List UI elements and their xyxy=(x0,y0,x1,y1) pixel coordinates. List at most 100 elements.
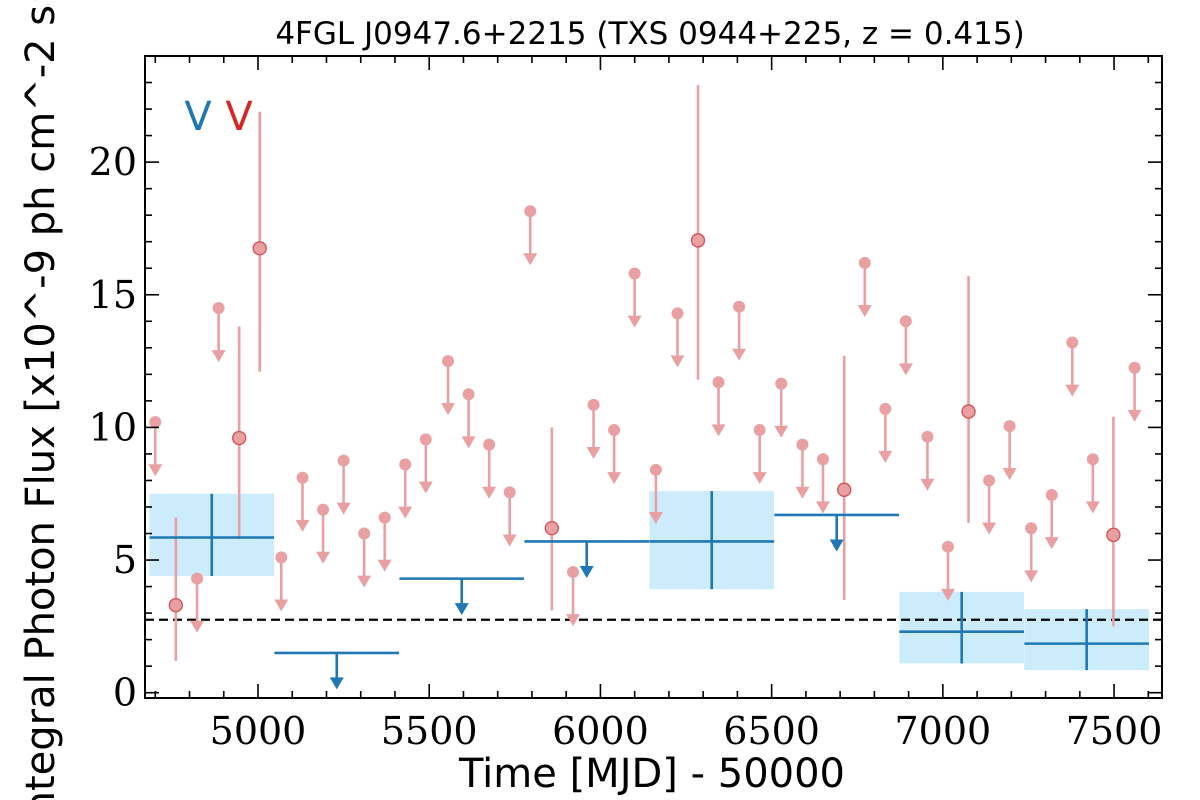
fine-upper-limit-point xyxy=(1066,336,1079,349)
fine-upper-limit-point xyxy=(649,463,662,476)
fine-upper-limit-arrow xyxy=(732,348,747,361)
y-axis-ticks: 0 5 10 15 20 xyxy=(89,81,1162,715)
fine-upper-limit-point xyxy=(149,416,162,429)
chart-title: 4FGL J0947.6+2215 (TXS 0944+225, z = 0.4… xyxy=(275,16,1024,52)
fine-upper-limit-point xyxy=(1045,489,1058,502)
fine-upper-limit-point xyxy=(524,205,537,218)
fine-upper-limit-arrow xyxy=(627,315,642,328)
fine-data-point xyxy=(961,404,976,419)
fine-upper-limit-arrow xyxy=(878,450,893,463)
fine-upper-limit-arrow xyxy=(418,481,433,494)
y-axis-label: Integral Photon Flux [x10^-9 ph cm^-2 s^… xyxy=(18,0,64,800)
fine-upper-limit-point xyxy=(503,486,516,499)
fine-upper-limit-arrow xyxy=(482,486,497,499)
x-tick-label: 5500 xyxy=(381,709,478,753)
fine-upper-limit-arrow xyxy=(566,614,581,627)
y-tick-label: 10 xyxy=(89,405,137,449)
fine-upper-limit-point xyxy=(628,267,641,280)
fine-upper-limit-arrow xyxy=(774,425,789,438)
fine-upper-limit-arrow xyxy=(274,599,289,612)
plot-background xyxy=(145,56,1162,698)
axes-border xyxy=(144,55,1163,699)
fine-upper-limit-arrow xyxy=(711,424,726,437)
fine-upper-limit-arrow xyxy=(670,355,685,368)
fine-upper-limit-arrow xyxy=(523,253,538,266)
fine-upper-limit-point xyxy=(941,540,954,553)
fine-upper-limit-point xyxy=(442,355,455,368)
fine-upper-limit-arrow xyxy=(148,464,163,477)
fine-upper-limit-point xyxy=(879,402,892,415)
fine-upper-limit-point xyxy=(753,424,766,437)
x-axis-ticks: 5000 5500 6000 6500 7000 7500 xyxy=(154,56,1163,753)
fine-upper-limit-point xyxy=(275,551,288,564)
fine-upper-limit-arrow xyxy=(607,472,622,485)
fine-upper-limit-point xyxy=(608,424,621,437)
x-axis-label: Time [MJD] - 50000 xyxy=(458,751,845,797)
fine-upper-limit-point xyxy=(587,398,600,411)
fine-bin-series xyxy=(148,85,1142,661)
fine-upper-limit-point xyxy=(337,454,350,467)
fine-upper-limit-arrow xyxy=(816,501,830,514)
fine-upper-limit-point xyxy=(1003,420,1016,433)
fine-data-point xyxy=(837,482,852,497)
y-tick-label: 0 xyxy=(113,671,137,715)
fine-data-point xyxy=(231,430,247,446)
fine-upper-limit-arrow xyxy=(1085,501,1100,514)
fine-upper-limit-point xyxy=(212,302,225,315)
fine-upper-limit-arrow xyxy=(377,559,392,572)
fine-upper-limit-arrow xyxy=(316,551,331,564)
fine-upper-limit-point xyxy=(858,256,871,269)
fine-upper-limit-arrow xyxy=(461,436,476,449)
fine-upper-limit-point xyxy=(775,377,788,390)
fine-upper-limit-arrow xyxy=(857,305,872,318)
coarse-upper-limit-arrow xyxy=(579,566,594,579)
fine-upper-limit-arrow xyxy=(1127,409,1142,422)
fine-upper-limit-arrow xyxy=(898,363,913,376)
coarse-bin-series xyxy=(149,491,1149,690)
fine-upper-limit-point xyxy=(1025,522,1038,535)
fine-upper-limit-arrow xyxy=(502,534,517,547)
legend-marker-blue: V xyxy=(184,94,212,140)
fine-upper-limit-arrow xyxy=(190,620,205,633)
fine-upper-limit-point xyxy=(462,388,475,401)
fine-upper-limit-arrow xyxy=(1065,384,1080,397)
fine-upper-limit-arrow xyxy=(795,486,810,499)
legend-marker-red: V xyxy=(225,94,253,140)
fine-data-point xyxy=(1106,527,1121,543)
fine-upper-limit-point xyxy=(983,474,996,487)
fine-upper-limit-point xyxy=(817,453,829,466)
fine-upper-limit-point xyxy=(399,458,412,471)
x-tick-label: 7500 xyxy=(1066,709,1163,753)
fine-upper-limit-arrow xyxy=(211,350,226,363)
fine-upper-limit-point xyxy=(921,430,934,443)
y-tick-label: 15 xyxy=(89,273,137,317)
fine-upper-limit-arrow xyxy=(357,575,372,588)
fine-upper-limit-arrow xyxy=(1024,570,1039,583)
fine-upper-limit-point xyxy=(358,527,371,540)
fine-upper-limit-arrow xyxy=(1002,468,1017,481)
coarse-upper-limit-arrow xyxy=(829,539,844,552)
fine-upper-limit-arrow xyxy=(398,506,413,519)
fine-data-point xyxy=(252,241,267,256)
fine-upper-limit-point xyxy=(483,438,496,451)
fine-upper-limit-point xyxy=(317,503,330,516)
fine-upper-limit-point xyxy=(296,471,309,484)
y-tick-label: 5 xyxy=(113,538,137,582)
fine-upper-limit-arrow xyxy=(1044,537,1059,550)
fine-data-point xyxy=(544,521,559,536)
y-tick-label: 20 xyxy=(89,140,137,184)
x-tick-label: 6000 xyxy=(552,709,649,753)
fine-upper-limit-point xyxy=(567,565,580,578)
axes-frame xyxy=(144,55,1163,699)
coarse-upper-limit-arrow xyxy=(454,603,469,616)
fine-data-point xyxy=(168,597,184,613)
fine-upper-limit-point xyxy=(1086,453,1099,466)
fine-upper-limit-arrow xyxy=(441,403,456,416)
x-tick-label: 6500 xyxy=(723,709,820,753)
coarse-upper-limit-arrow xyxy=(329,677,344,690)
fine-upper-limit-point xyxy=(796,438,809,451)
fine-upper-limit-point xyxy=(419,433,432,446)
fine-upper-limit-arrow xyxy=(336,502,351,515)
fine-upper-limit-point xyxy=(733,300,746,313)
